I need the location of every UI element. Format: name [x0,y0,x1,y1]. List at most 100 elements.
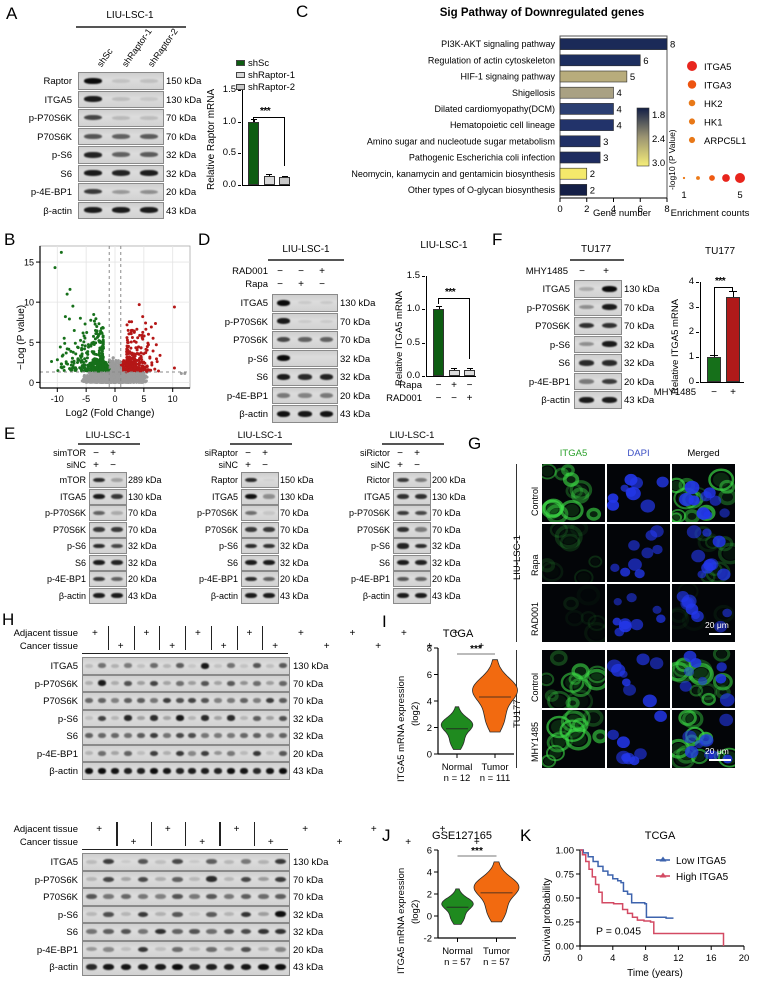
panel-a-mw-label: 130 kDa [166,94,202,106]
blot-band [111,767,120,774]
blot-band [103,946,115,952]
panel-e-protein-label: p-P70S6K [348,508,390,518]
blot-band [111,559,123,565]
blot-band [98,733,107,739]
panel-h-protein-label: S6 [66,927,78,938]
blot-band [278,733,287,739]
panel-b: B −Log (P value) Log2 (Fold Change) 0 5 10… [0,228,196,428]
blot-band [206,929,218,935]
panel-e-blot-0-mTOR [89,472,127,488]
panel-f-treatment-mark: − [579,266,585,277]
panel-d-blot-P70S6K [272,331,338,349]
blot-band [397,543,409,549]
panel-h-protein-label: β-actin [49,962,78,973]
blot-band [201,715,210,721]
panel-e-mw-label: 43 kDa [128,590,157,601]
panel-a-blot-p-S6 [78,146,164,164]
blot-band [103,859,115,865]
blot-band [140,207,158,214]
blot-band [265,751,274,756]
panel-h-row-mark: + [91,628,98,639]
panel-e-rule-2 [382,443,444,445]
svg-text:0.25: 0.25 [556,918,575,929]
svg-text:2: 2 [590,169,595,180]
panel-e-blot-0-β-actin [89,587,127,604]
svg-text:5: 5 [737,190,742,201]
panel-f-cellline-rule [570,259,624,261]
panel-e-row-label: siRictor [359,448,390,458]
blot-band [124,698,133,704]
blot-band [98,750,107,756]
panel-h-blot-1-β-actin [82,958,290,976]
blot-band [252,767,261,774]
panel-a-blot-Raptor [78,72,164,90]
blot-band [239,751,248,756]
panel-e-blot-0-P70S6K [89,521,127,538]
blot-band [84,151,102,158]
blot-band [275,963,286,970]
blot-band [140,152,158,158]
svg-text:2: 2 [584,204,589,215]
panel-d-protein-label: p-4E-BP1 [226,390,268,402]
blot-band [84,207,102,214]
panel-e-protein-label: S6 [226,557,238,568]
panel-d-protein-label: ITGA5 [240,298,268,309]
blot-band [214,751,223,756]
panel-h-row-label-0-1: Cancer tissue [19,641,78,652]
svg-text:High ITGA5: High ITGA5 [676,872,729,883]
blot-band [85,767,94,774]
blot-band [86,963,97,970]
panel-e-mw-label: 43 kDa [280,590,309,601]
panel-h-rule [82,849,288,851]
panel-i-title: TCGA [442,628,474,640]
blot-band [278,767,287,774]
panel-d-chart: LIU-LSC-1 Relative ITGA5 mRNA 0.0 0.5 1.0 1… [382,236,492,426]
panel-e-blot-0-p-4E-BP1 [89,571,127,587]
panel-e-cellline-0: LIU-LSC-1 [85,430,131,441]
blot-band [240,963,252,970]
blot-band [111,716,120,721]
panel-e-row-label: siNC [218,459,239,470]
blot-band [162,733,171,739]
panel-k-letter: K [520,826,532,845]
panel-g-cell-1-2 [672,524,735,582]
panel-e-row-label: siNC [66,459,87,470]
panel-g-cell-3-2 [672,650,735,708]
blot-band [154,929,166,935]
panel-h-separator [116,822,118,846]
blot-band [112,189,130,194]
panel-e-blot-2-p-S6 [393,538,431,554]
panel-d-protein-label: S6 [256,372,268,383]
blot-band [111,663,120,668]
blot-band [140,115,158,120]
blot-band [112,115,130,120]
blot-band [298,337,312,343]
blot-band [111,733,120,739]
panel-f-ytick-label: 3 [688,301,694,312]
panel-g-col-header-2: Merged [687,448,720,459]
blot-band [124,750,133,756]
panel-f-bar-0 [707,357,721,382]
blot-band [397,592,409,599]
blot-band [93,543,105,549]
panel-a-errorbar [253,119,255,122]
panel-e-blot-0-p-P70S6K [89,505,127,521]
panel-d-errorcap [435,306,442,308]
blot-band [136,698,145,704]
panel-b-letter: B [4,230,16,249]
panel-h-separator [159,626,161,650]
panel-e-blot-1-β-actin [241,587,279,604]
panel-h-row-mark: + [452,628,459,639]
blot-band [120,912,132,917]
blot-band [227,715,236,721]
blot-band [265,716,274,721]
panel-h-row-mark: + [323,641,330,652]
blot-band [227,733,236,739]
panel-h-blot-0-β-actin [82,762,290,780]
panel-g-cell-0-1 [607,464,670,522]
blot-band [84,77,102,84]
panel-h-separator [262,626,264,650]
blot-band [111,576,123,582]
blot-band [240,911,252,917]
svg-text:3.0: 3.0 [652,158,665,169]
